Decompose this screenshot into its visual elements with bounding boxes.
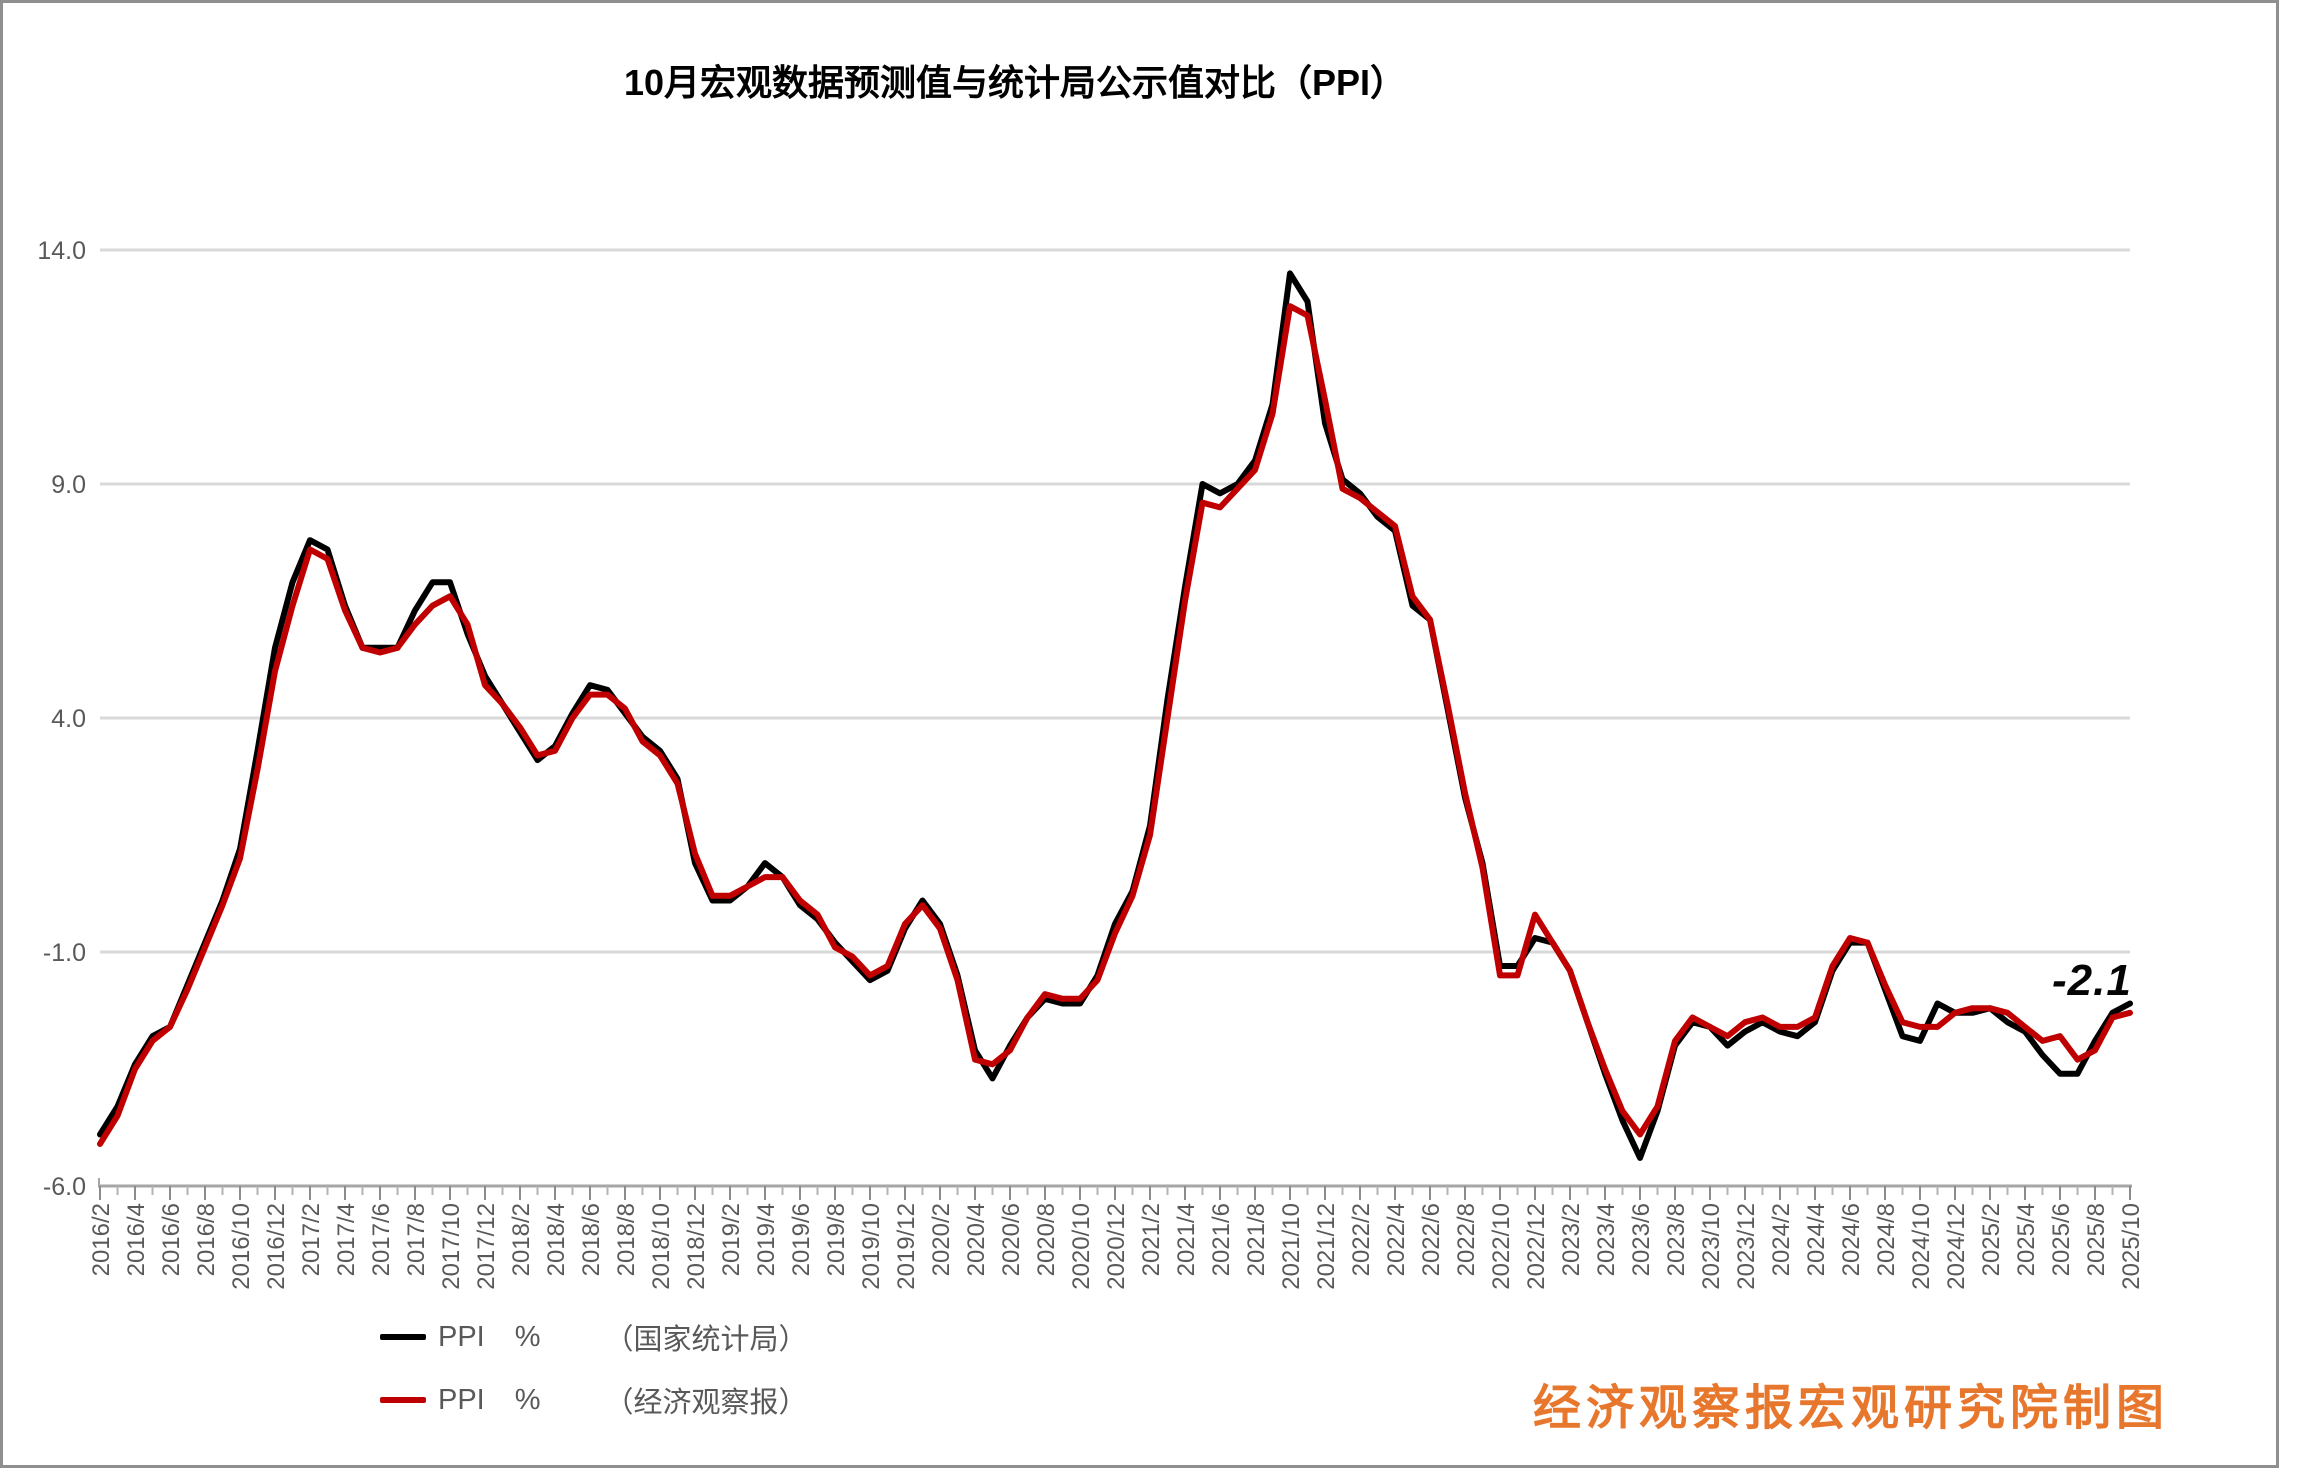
official-line-swatch	[380, 1334, 426, 1340]
x-axis-tick-label: 2022/4	[1383, 1203, 1410, 1276]
legend-series-label: PPI	[438, 1320, 485, 1353]
x-axis-tick-label: 2025/10	[2118, 1203, 2145, 1290]
x-axis-tick-label: 2019/10	[858, 1203, 885, 1290]
chart-title: 10月宏观数据预测值与统计局公示值对比（PPI）	[623, 62, 1407, 103]
x-axis-tick-label: 2016/4	[123, 1203, 150, 1276]
y-axis-tick-label: -1.0	[43, 939, 86, 967]
x-axis-tick-label: 2018/10	[648, 1203, 675, 1290]
legend-unit-label: %	[514, 1320, 541, 1353]
x-axis-tick-label: 2018/12	[683, 1203, 710, 1290]
x-axis-tick-label: 2022/10	[1488, 1203, 1515, 1290]
x-axis-tick-label: 2024/4	[1803, 1203, 1830, 1276]
x-axis-tick-label: 2023/8	[1663, 1203, 1690, 1276]
forecast-ppi-line	[97, 303, 2133, 1147]
x-axis-tick-label: 2022/12	[1523, 1203, 1550, 1290]
x-axis-tick-label: 2019/8	[823, 1203, 850, 1276]
legend-source-label: （经济观察报）	[604, 1387, 808, 1419]
x-axis-tick-label: 2018/2	[508, 1203, 535, 1276]
y-axis-tick-label: -6.0	[43, 1173, 86, 1201]
x-axis-tick-label: 2017/6	[368, 1203, 395, 1276]
x-axis-tick-label: 2023/12	[1733, 1203, 1760, 1290]
x-axis-tick-label: 2021/4	[1173, 1203, 1200, 1276]
legend-source-label: （国家统计局）	[604, 1324, 808, 1356]
x-axis-tick-label: 2024/6	[1838, 1203, 1865, 1276]
x-axis-tick-label: 2017/8	[403, 1203, 430, 1276]
y-axis-tick-label: 9.0	[51, 471, 86, 499]
x-axis-tick-label: 2020/10	[1068, 1203, 1095, 1290]
x-axis-tick-label: 2016/12	[263, 1203, 290, 1290]
watermark-text: 经济观察报宏观研究院制图	[1533, 1382, 2170, 1435]
x-axis-tick-label: 2020/6	[998, 1203, 1025, 1276]
x-axis-tick-label: 2023/4	[1593, 1203, 1620, 1276]
x-axis-tick-label: 2018/6	[578, 1203, 605, 1276]
last-value-label: -2.1	[2052, 956, 2132, 1005]
x-axis-tick-label: 2019/4	[753, 1203, 780, 1276]
x-axis-tick-label: 2022/6	[1418, 1203, 1445, 1276]
x-axis-tick-label: 2023/6	[1628, 1203, 1655, 1276]
x-axis-tick-label: 2016/8	[193, 1203, 220, 1276]
legend-series-label: PPI	[438, 1383, 485, 1416]
x-axis-tick-label: 2018/4	[543, 1203, 570, 1276]
x-axis-tick-label: 2021/12	[1313, 1203, 1340, 1290]
x-axis-tick-label: 2023/10	[1698, 1203, 1725, 1290]
x-axis-tick-label: 2017/12	[473, 1203, 500, 1290]
x-axis-tick-label: 2021/8	[1243, 1203, 1270, 1276]
x-axis-tick-label: 2016/6	[158, 1203, 185, 1276]
x-axis-tick-label: 2019/2	[718, 1203, 745, 1276]
x-axis-tick-label: 2024/10	[1908, 1203, 1935, 1290]
x-axis-tick-label: 2016/10	[228, 1203, 255, 1290]
x-axis-tick-label: 2024/12	[1943, 1203, 1970, 1290]
x-axis-tick-label: 2020/4	[963, 1203, 990, 1276]
x-axis-tick-label: 2025/6	[2048, 1203, 2075, 1276]
x-axis-tick-label: 2025/4	[2013, 1203, 2040, 1276]
x-axis-tick-label: 2024/2	[1768, 1203, 1795, 1276]
x-axis-tick-label: 2025/8	[2083, 1203, 2110, 1276]
legend-unit-label: %	[514, 1383, 541, 1416]
x-axis-tick-label: 2023/2	[1558, 1203, 1585, 1276]
x-axis-tick-label: 2021/10	[1278, 1203, 1305, 1290]
x-axis-tick-label: 2020/12	[1103, 1203, 1130, 1290]
legend-item-official: PPI % （国家统计局）	[380, 1317, 808, 1357]
x-axis-tick-label: 2022/8	[1453, 1203, 1480, 1276]
legend-item-forecast: PPI % （经济观察报）	[380, 1380, 808, 1420]
x-axis-tick-label: 2017/4	[333, 1203, 360, 1276]
official-ppi-line	[97, 270, 2133, 1161]
x-axis-tick-label: 2017/2	[298, 1203, 325, 1276]
y-axis-tick-label: 4.0	[51, 705, 86, 733]
x-axis-tick-label: 2019/12	[893, 1203, 920, 1290]
x-axis-tick-label: 2018/8	[613, 1203, 640, 1276]
x-axis-tick-label: 2022/2	[1348, 1203, 1375, 1276]
x-axis-tick-label: 2024/8	[1873, 1203, 1900, 1276]
y-axis-tick-label: 14.0	[37, 237, 86, 265]
x-axis-tick-label: 2020/8	[1033, 1203, 1060, 1276]
x-axis-tick-label: 2021/6	[1208, 1203, 1235, 1276]
x-axis-tick-label: 2025/2	[1978, 1203, 2005, 1276]
x-axis-tick-label: 2020/2	[928, 1203, 955, 1276]
x-axis-tick-label: 2019/6	[788, 1203, 815, 1276]
x-axis-tick-label: 2016/2	[88, 1203, 115, 1276]
x-axis-tick-label: 2017/10	[438, 1203, 465, 1290]
x-axis-tick-label: 2021/2	[1138, 1203, 1165, 1276]
forecast-line-swatch	[380, 1397, 426, 1403]
